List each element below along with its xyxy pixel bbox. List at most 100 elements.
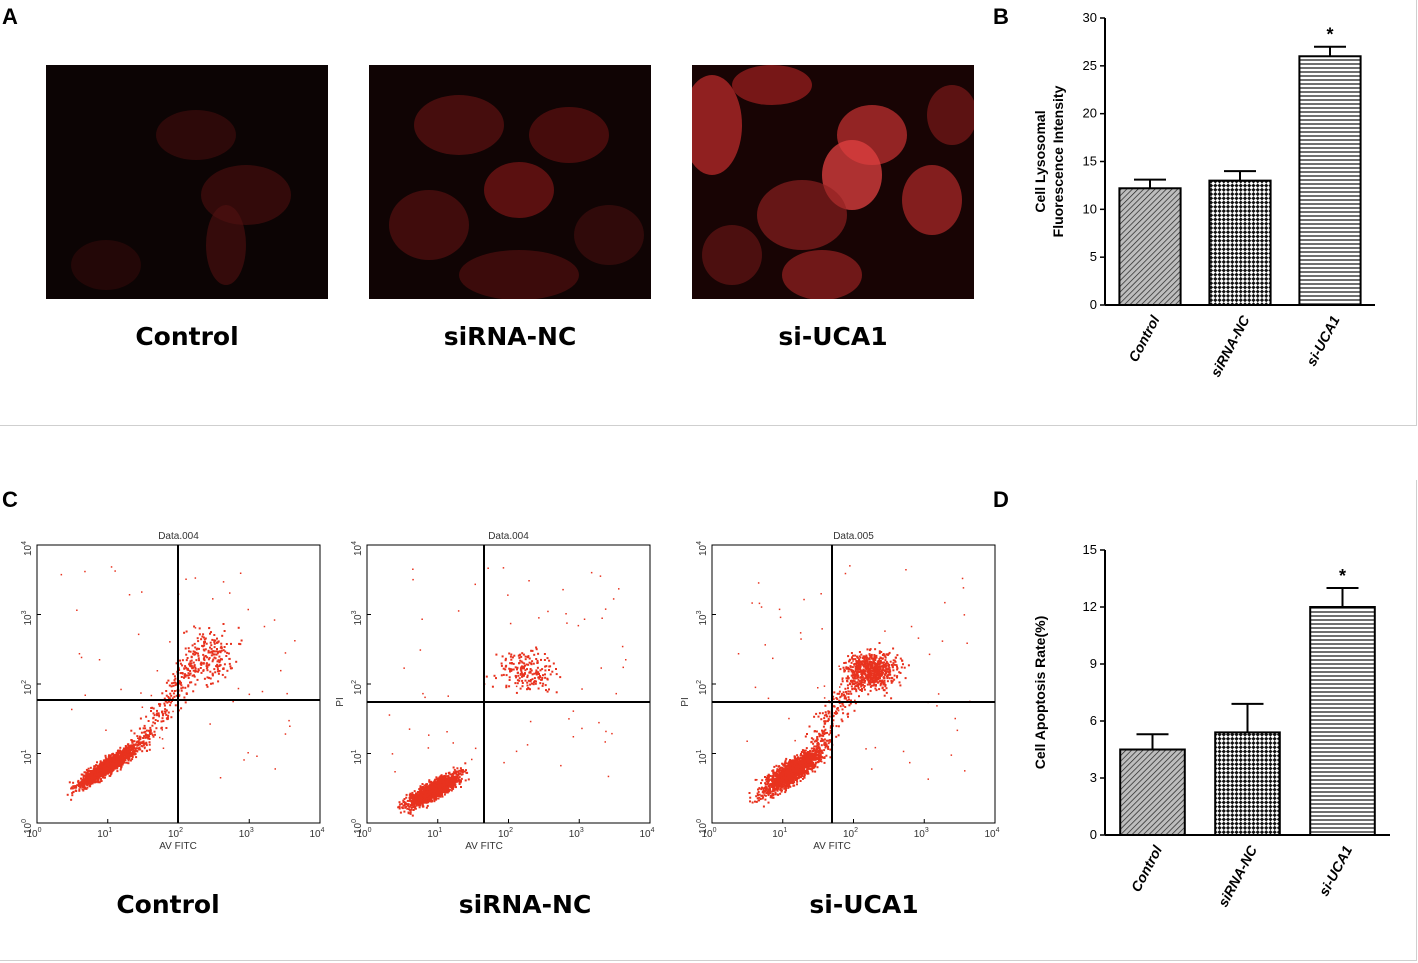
flow-dot [202,669,205,672]
flow-dot [439,780,442,782]
flow-dot [783,764,786,767]
flow-dot [161,738,164,740]
flow-dot [521,679,524,682]
flow-dot [150,707,153,709]
flow-x-axis-label: AV FITC [159,841,197,852]
flow-dot [125,761,128,764]
flow-dot [108,755,111,758]
flow-dot [170,685,173,688]
flow-dot [169,692,172,695]
flow-dot [533,680,536,683]
flow-dot [814,750,817,753]
flow-dot [528,671,531,674]
flow-dot [172,692,175,695]
flow-dot [102,775,105,778]
flow-dot [452,784,455,787]
flow-dot [96,779,99,781]
flow-dot [796,759,799,762]
flow-dot [121,763,124,766]
flow-dot [112,757,115,760]
flow-dot [423,794,426,797]
flow-dot [181,672,184,675]
flow-dot [459,781,462,784]
flow-dot [422,692,424,695]
flow-dot [104,767,107,770]
flow-dot [139,741,142,744]
y-tick-label: 101 [351,749,364,764]
flow-dot [190,659,193,662]
flow-dot [401,806,404,809]
flow-dot [441,793,443,796]
flow-dot [408,805,411,808]
flow-dot [522,673,525,676]
flow-dot [116,750,119,752]
flow-dot [172,673,175,676]
flow-dot [432,792,435,794]
flow-dot [545,689,547,692]
flow-dot [145,736,148,739]
flow-dot [146,749,148,752]
flow-dot [119,746,122,749]
flow-dot [431,796,433,799]
flow-dot [471,758,473,761]
flow-dot [187,677,190,679]
flow-dot [119,759,122,762]
flow-dot [273,619,276,621]
flow-dot [131,756,134,759]
flow-dot [107,762,109,765]
flow-dot [604,608,607,610]
flow-dot [533,672,536,675]
flow-dot [428,779,431,782]
flow-dot [422,792,425,795]
flow-dot [398,807,401,810]
flow-dot [88,782,91,785]
flow-dot [415,792,418,795]
flow-dot [508,676,511,679]
flow-dot [764,776,766,778]
flow-dot [765,792,768,794]
flow-dot [418,799,421,802]
flow-dot [535,648,538,651]
flow-dot [529,688,531,691]
flow-dot [536,662,539,664]
flow-dot [93,767,96,770]
flow-dot [782,763,785,766]
flow-plot-area: Data.005100100101101102102103103104104AV… [680,531,1000,852]
panel-frame-top [0,0,1417,426]
x-tick-exponent: 0 [368,827,372,834]
flow-dot [417,794,420,797]
flow-dot [412,806,415,808]
flow-dot [186,657,189,659]
flow-dot [70,798,73,801]
flow-dot [153,714,156,717]
flow-dot [527,656,530,659]
flow-dot [223,646,226,648]
flow-dot [184,673,186,676]
flow-dot [524,655,527,658]
flow-dot [212,650,215,653]
flow-dot [162,714,164,717]
flow-dot [439,783,442,786]
flow-dot [405,796,408,799]
flow-dot [184,647,187,650]
flow-dot [209,632,211,635]
flow-dot [111,756,114,759]
flow-dot [430,792,433,795]
flow-dot [120,688,122,691]
flow-dot [439,775,442,778]
flow-dot [434,798,437,801]
flow-dot [127,756,130,759]
flow-dot [419,786,422,789]
flow-dot [751,801,754,804]
flow-dot [451,776,454,779]
flow-dot [210,647,213,650]
flow-dot [104,764,107,767]
flow-dot [787,767,789,770]
flow-dot [93,775,96,778]
flow-dot [147,729,150,732]
flow-dot [71,708,73,711]
flow-dot [79,783,82,786]
flow-dot [207,658,210,661]
flow-dot [173,675,176,678]
flow-dot [781,785,784,788]
